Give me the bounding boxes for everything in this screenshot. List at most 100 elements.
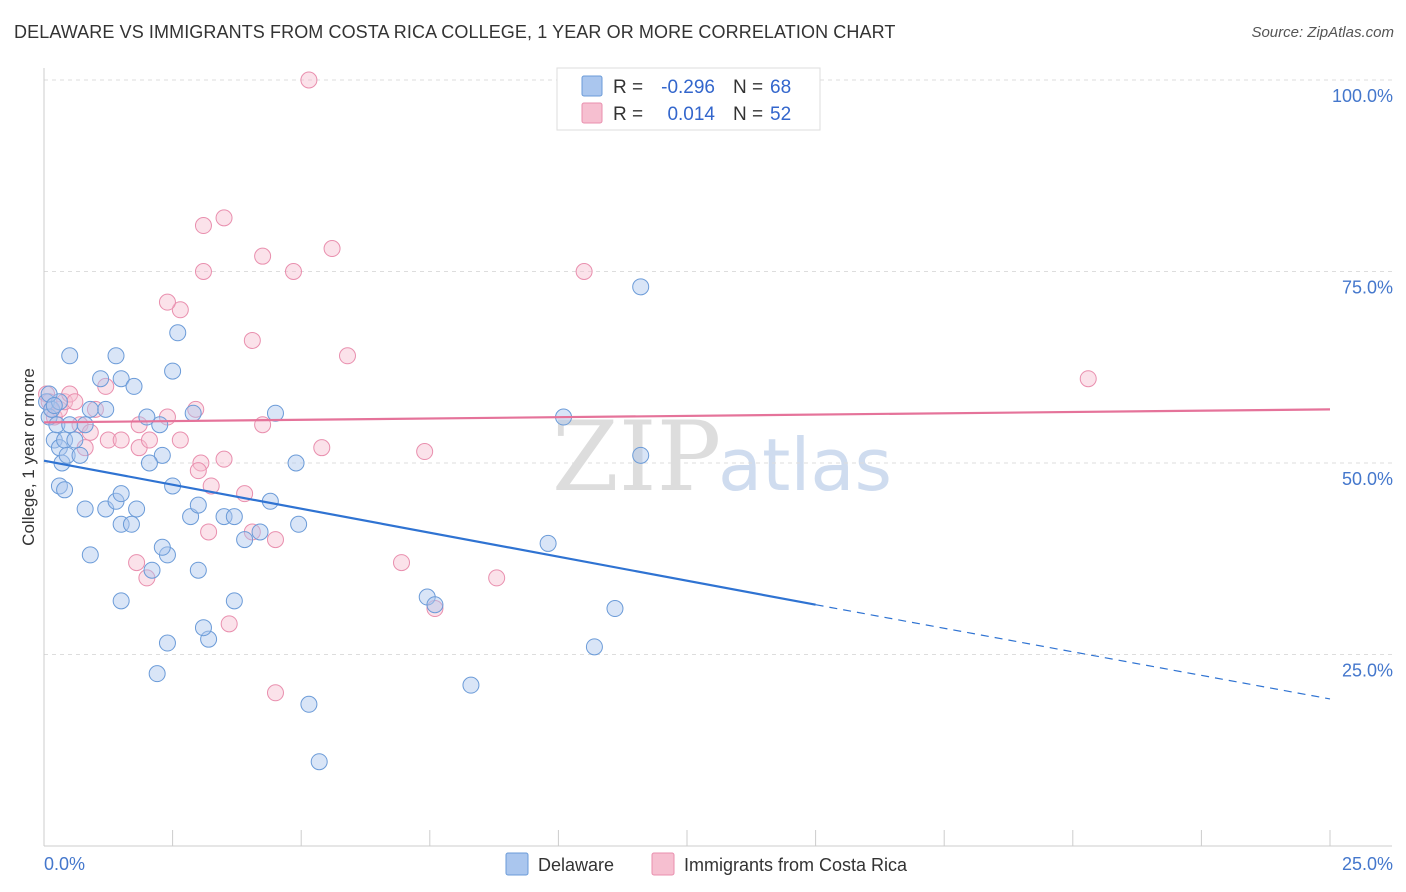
bottom-legend-swatch-costa-rica	[651, 852, 675, 876]
delaware-point	[585, 638, 603, 656]
legend-n-value-costa-rica: 52	[770, 104, 791, 125]
delaware-point	[153, 446, 171, 464]
x-tick-label-min: 0.0%	[44, 854, 85, 874]
costa-rica-point	[194, 263, 212, 280]
costa-rica-point	[200, 523, 218, 541]
legend-swatch-delaware	[581, 75, 603, 97]
delaware-point	[140, 454, 158, 472]
delaware-point	[122, 515, 140, 533]
delaware-point	[66, 431, 84, 449]
legend-r-label-costa-rica: R =	[613, 104, 643, 125]
series-costa-rica-points	[38, 71, 1097, 702]
watermark-zip: ZIP	[552, 401, 721, 513]
costa-rica-point	[194, 217, 212, 235]
costa-rica-point	[140, 431, 158, 449]
delaware-point	[112, 485, 130, 503]
delaware-point	[539, 534, 557, 552]
delaware-point	[81, 546, 99, 564]
costa-rica-point	[338, 347, 356, 365]
delaware-point	[112, 370, 130, 388]
costa-rica-point	[99, 431, 117, 449]
delaware-trend-extension	[815, 604, 1331, 700]
delaware-point	[189, 496, 207, 514]
costa-rica-point	[215, 450, 233, 468]
y-axis-label: College, 1 year or more	[19, 368, 38, 546]
costa-rica-point	[158, 293, 176, 311]
delaware-point	[290, 515, 308, 533]
x-tick-label-max: 25.0%	[1342, 854, 1393, 874]
costa-rica-point	[575, 263, 593, 280]
delaware-point	[426, 596, 444, 614]
chart-title: DELAWARE VS IMMIGRANTS FROM COSTA RICA C…	[14, 22, 896, 42]
costa-rica-point	[128, 554, 146, 572]
delaware-point	[112, 515, 130, 533]
delaware-point	[112, 592, 130, 610]
delaware-point	[56, 481, 74, 499]
delaware-point	[45, 397, 63, 415]
delaware-point	[107, 347, 125, 365]
costa-rica-point	[393, 554, 411, 572]
y-tick-label-50: 50.0%	[1342, 469, 1393, 489]
delaware-point	[164, 362, 182, 380]
delaware-point	[300, 695, 318, 713]
delaware-point	[158, 634, 176, 652]
delaware-point	[169, 324, 187, 342]
delaware-point	[97, 400, 115, 418]
delaware-point	[143, 561, 161, 579]
legend-swatch-costa-rica	[581, 102, 603, 124]
costa-rica-point	[112, 431, 130, 449]
delaware-point	[215, 508, 233, 526]
delaware-point	[61, 416, 79, 434]
delaware-point	[287, 454, 305, 472]
gridlines	[44, 79, 1392, 655]
bottom-legend-swatch-delaware	[505, 852, 529, 876]
delaware-point	[48, 416, 66, 434]
delaware-point	[251, 523, 269, 541]
costa-rica-point	[189, 462, 207, 480]
costa-rica-point	[266, 531, 284, 549]
costa-rica-point	[313, 439, 331, 457]
delaware-point	[225, 592, 243, 610]
costa-rica-point	[202, 477, 220, 495]
bottom-legend-label-costa-rica: Immigrants from Costa Rica	[684, 855, 908, 875]
costa-rica-point	[86, 400, 104, 418]
legend-n-value-delaware: 68	[770, 77, 791, 98]
delaware-point	[632, 446, 650, 464]
delaware-point	[225, 508, 243, 526]
legend-r-value-costa-rica: 0.014	[667, 104, 715, 125]
bottom-legend-label-delaware: Delaware	[538, 855, 614, 875]
delaware-point	[76, 416, 94, 434]
costa-rica-point	[171, 431, 189, 449]
legend-n-label-delaware: N =	[733, 77, 763, 98]
watermark-atlas: atlas	[718, 423, 892, 507]
delaware-point	[58, 446, 76, 464]
y-tick-labels: 25.0% 50.0% 75.0% 100.0%	[1332, 86, 1393, 681]
delaware-trend-line	[43, 459, 816, 606]
delaware-point	[189, 561, 207, 579]
costa-rica-point	[300, 71, 318, 89]
delaware-point	[71, 446, 89, 464]
source-credit: Source: ZipAtlas.com	[1251, 24, 1394, 41]
costa-rica-point	[416, 443, 434, 461]
delaware-point	[76, 500, 94, 518]
legend-r-label-delaware: R =	[613, 77, 643, 98]
costa-rica-point	[215, 209, 233, 227]
delaware-point	[125, 377, 143, 395]
series-legend: Delaware Immigrants from Costa Rica	[505, 852, 908, 876]
delaware-point	[184, 404, 202, 422]
y-tick-label-75: 75.0%	[1342, 278, 1393, 298]
costa-rica-point	[243, 331, 261, 349]
costa-rica-point	[323, 240, 341, 258]
trend-lines	[43, 408, 1331, 700]
y-tick-label-100: 100.0%	[1332, 86, 1393, 106]
costa-rica-point	[284, 263, 302, 280]
delaware-point	[153, 538, 171, 556]
costa-rica-trend-line	[43, 408, 1331, 424]
legend-r-value-delaware: -0.296	[661, 77, 715, 98]
delaware-point	[266, 404, 284, 422]
costa-rica-point	[66, 393, 84, 411]
costa-rica-point	[171, 301, 189, 319]
x-axis-ticks	[43, 830, 1331, 846]
costa-rica-point	[220, 615, 238, 633]
delaware-point	[81, 400, 99, 418]
